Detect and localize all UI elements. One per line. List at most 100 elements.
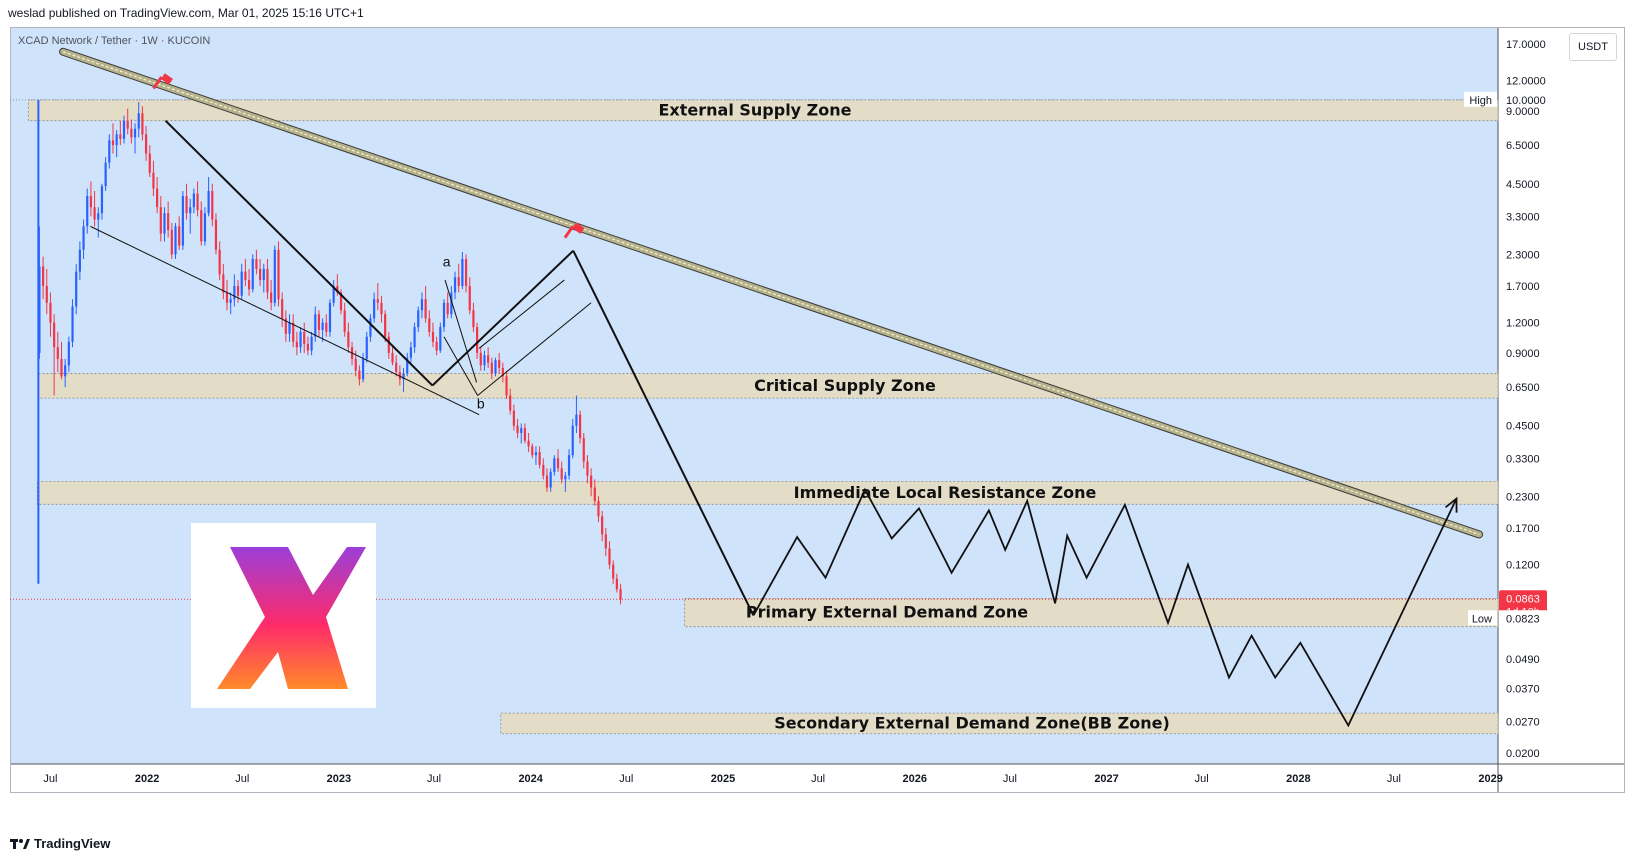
candle-body[interactable] bbox=[498, 360, 501, 368]
zone-rect[interactable] bbox=[500, 712, 1499, 735]
candle-body[interactable] bbox=[365, 336, 368, 359]
candle-body[interactable] bbox=[391, 352, 394, 363]
candle-body[interactable] bbox=[402, 373, 405, 380]
candle-body[interactable] bbox=[376, 299, 379, 303]
candle-body[interactable] bbox=[229, 299, 232, 303]
candle-body[interactable] bbox=[303, 331, 306, 344]
zone-rect[interactable] bbox=[37, 373, 1499, 399]
candle-body[interactable] bbox=[586, 461, 589, 476]
candle-body[interactable] bbox=[148, 153, 151, 173]
candle-body[interactable] bbox=[567, 455, 571, 476]
tradingview-brand[interactable]: TradingView bbox=[10, 836, 110, 851]
candle-body[interactable] bbox=[53, 322, 56, 348]
candle-body[interactable] bbox=[67, 341, 70, 366]
candle-body[interactable] bbox=[167, 213, 170, 230]
candle-body[interactable] bbox=[60, 358, 63, 377]
candle-body[interactable] bbox=[317, 314, 321, 330]
candle-body[interactable] bbox=[593, 487, 596, 501]
candle-body[interactable] bbox=[314, 314, 317, 337]
candle-body[interactable] bbox=[111, 140, 115, 146]
candle-body[interactable] bbox=[159, 207, 162, 234]
candle-body[interactable] bbox=[545, 475, 549, 488]
candle-body[interactable] bbox=[196, 193, 199, 211]
candle-body[interactable] bbox=[428, 318, 431, 332]
candle-body[interactable] bbox=[133, 128, 137, 138]
candle-body[interactable] bbox=[214, 219, 218, 250]
candle-body[interactable] bbox=[380, 302, 383, 315]
candle-body[interactable] bbox=[141, 113, 144, 135]
candle-body[interactable] bbox=[207, 191, 210, 214]
candle-body[interactable] bbox=[89, 196, 93, 208]
candle-body[interactable] bbox=[222, 274, 225, 293]
candle-body[interactable] bbox=[439, 327, 442, 351]
zone-rect[interactable] bbox=[36, 480, 1499, 505]
candle-body[interactable] bbox=[233, 286, 236, 300]
candle-body[interactable] bbox=[413, 327, 416, 348]
candle-body[interactable] bbox=[431, 331, 435, 342]
candle-body[interactable] bbox=[163, 213, 166, 234]
candle-body[interactable] bbox=[49, 302, 52, 323]
candle-body[interactable] bbox=[505, 376, 508, 396]
candle-body[interactable] bbox=[601, 516, 604, 535]
candle-body[interactable] bbox=[509, 395, 512, 411]
candle-body[interactable] bbox=[608, 548, 611, 565]
candle-body[interactable] bbox=[358, 370, 361, 380]
candle-body[interactable] bbox=[181, 196, 184, 246]
candle-body[interactable] bbox=[42, 266, 45, 287]
candle-body[interactable] bbox=[273, 249, 276, 303]
candle-body[interactable] bbox=[571, 425, 574, 456]
candle-body[interactable] bbox=[420, 299, 424, 311]
candle-body[interactable] bbox=[144, 134, 148, 154]
candle-body[interactable] bbox=[152, 172, 155, 189]
candle-body[interactable] bbox=[277, 249, 280, 300]
candle-body[interactable] bbox=[384, 314, 387, 337]
candle-body[interactable] bbox=[354, 358, 357, 371]
candle-body[interactable] bbox=[501, 367, 504, 377]
candle-body[interactable] bbox=[262, 268, 265, 281]
candle-body[interactable] bbox=[373, 299, 376, 319]
candle-body[interactable] bbox=[343, 310, 346, 332]
candle-body[interactable] bbox=[104, 162, 107, 187]
candle-body[interactable] bbox=[531, 446, 534, 456]
candle-body[interactable] bbox=[523, 428, 527, 441]
candle-body[interactable] bbox=[251, 258, 254, 290]
candle-body[interactable] bbox=[247, 280, 251, 290]
candle-body[interactable] bbox=[472, 310, 475, 328]
candle-body[interactable] bbox=[487, 355, 490, 363]
candle-body[interactable] bbox=[417, 310, 420, 328]
candle-body[interactable] bbox=[336, 286, 339, 293]
candle-body[interactable] bbox=[284, 318, 287, 334]
candle-body[interactable] bbox=[45, 286, 48, 303]
candle-body[interactable] bbox=[288, 322, 291, 334]
candle-body[interactable] bbox=[590, 475, 593, 488]
candle-body[interactable] bbox=[560, 468, 563, 480]
candle-body[interactable] bbox=[78, 249, 81, 272]
candle-body[interactable] bbox=[192, 193, 195, 208]
chart-frame[interactable]: a b External Supply Zone Critical Supply Zo… bbox=[10, 27, 1625, 837]
candle-body[interactable] bbox=[137, 113, 140, 129]
candle-body[interactable] bbox=[292, 322, 295, 342]
candle-body[interactable] bbox=[325, 322, 328, 332]
candle-body[interactable] bbox=[203, 213, 207, 242]
candle-body[interactable] bbox=[398, 372, 401, 380]
candle-body[interactable] bbox=[321, 322, 324, 330]
candle-body[interactable] bbox=[457, 277, 460, 287]
candle-body[interactable] bbox=[299, 331, 302, 348]
candle-body[interactable] bbox=[424, 299, 427, 319]
candle-body[interactable] bbox=[100, 186, 104, 214]
candle-body[interactable] bbox=[461, 258, 464, 287]
candle-body[interactable] bbox=[255, 258, 258, 269]
candle-body[interactable] bbox=[516, 425, 519, 433]
candle-body[interactable] bbox=[93, 207, 96, 220]
candle-body[interactable] bbox=[490, 362, 493, 374]
candle-body[interactable] bbox=[236, 286, 240, 296]
candle-body[interactable] bbox=[218, 249, 221, 275]
candle-body[interactable] bbox=[339, 292, 343, 311]
candle-body[interactable] bbox=[575, 414, 578, 426]
zone-rect[interactable] bbox=[684, 598, 1499, 628]
candle-body[interactable] bbox=[170, 229, 173, 255]
price-chart[interactable]: a b External Supply Zone Critical Supply Zo… bbox=[10, 27, 1625, 837]
currency-selector[interactable]: USDT bbox=[1569, 33, 1617, 61]
candle-body[interactable] bbox=[542, 464, 545, 476]
candle-body[interactable] bbox=[409, 347, 412, 358]
